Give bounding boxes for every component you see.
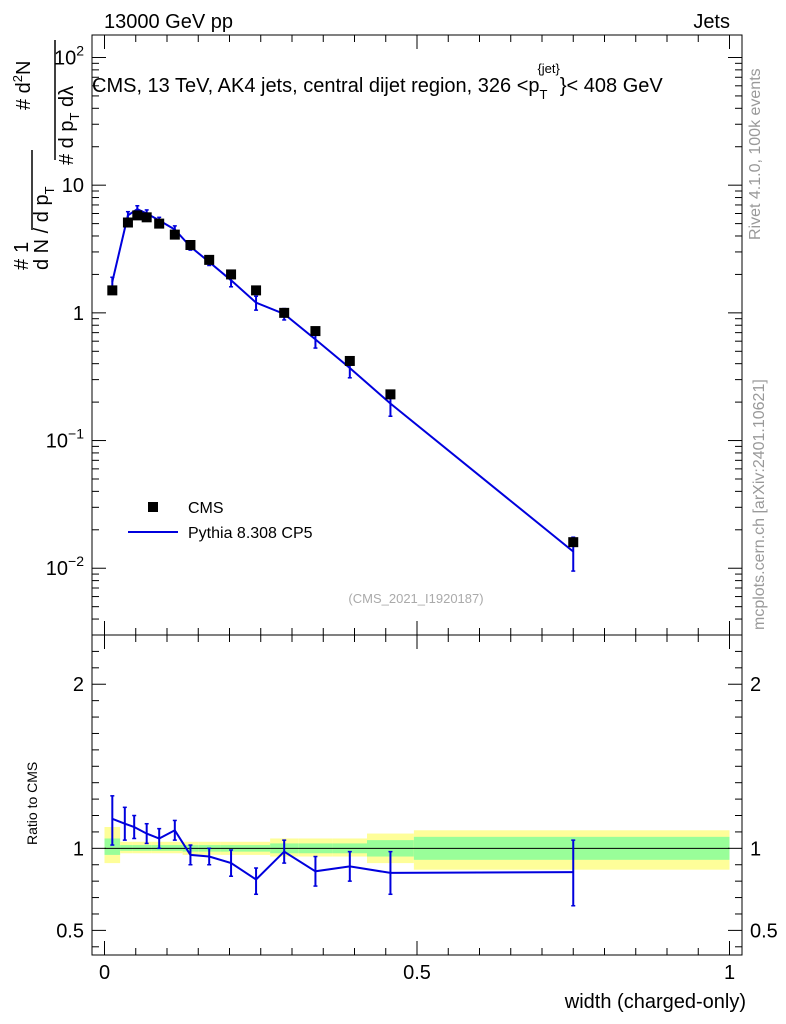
main-panel: 10−2 10−1 1 10 102 CMS, 13 TeV, AK4 jets, ce…: [10, 34, 743, 636]
svg-text:d N / d pT: d N / d pT: [31, 186, 57, 270]
x-tick-label: 0: [99, 962, 110, 984]
cms-data-point: [107, 285, 118, 296]
main-y-tick-label: 1: [73, 303, 84, 325]
ratio-ylabel: Ratio to CMS: [24, 762, 40, 845]
main-y-tick-label: 10−2: [46, 553, 84, 580]
watermark: (CMS_2021_I1920187): [348, 591, 483, 606]
svg-text:# d2N: # d2N: [10, 61, 35, 111]
ratio-y-tick-label: 1: [73, 838, 84, 860]
main-marks: [107, 204, 579, 572]
main-y-tick-label: 10: [62, 175, 84, 197]
main-title: CMS, 13 TeV, AK4 jets, central dijet reg…: [92, 61, 663, 102]
ratio-y-tick-label-right: 2: [750, 674, 761, 696]
header-category: Jets: [693, 11, 730, 33]
cms-data-point: [185, 239, 196, 250]
rivet-label: Rivet 4.1.0, 100k events: [747, 68, 764, 240]
main-title-tail: }< 408 GeV: [560, 75, 664, 97]
cms-data-point: [226, 269, 237, 280]
cms-data-point: [568, 537, 579, 548]
ratio-panel: 0.5 0.5 1 1 2 2 0 0.5 1 Ratio to CMS width (char…: [24, 634, 778, 1013]
main-title-sub: T: [540, 87, 548, 102]
ratio-y-tick-label: 2: [73, 674, 84, 696]
svg-text:#1: #1: [11, 242, 33, 270]
x-tick-label: 1: [724, 962, 735, 984]
cms-data-point: [122, 217, 133, 228]
ratio-y-tick-label-right: 1: [750, 838, 761, 860]
main-axes: 10−2 10−1 1 10 102: [46, 35, 742, 636]
header-energy: 13000 GeV pp: [104, 11, 233, 33]
svg-text:# d pT dλ: # d pT dλ: [56, 86, 82, 165]
cms-data-point: [251, 285, 262, 296]
main-y-tick-label: 102: [54, 42, 84, 69]
legend: CMS Pythia 8.308 CP5: [128, 500, 313, 542]
main-ylabel: #1 d N / d pT # d2N # d pT dλ: [10, 40, 82, 270]
cms-data-point: [279, 307, 290, 318]
cms-data-point: [204, 254, 215, 265]
legend-cms-label: CMS: [188, 500, 224, 517]
cms-data-point: [169, 229, 180, 240]
cms-data-point: [132, 210, 143, 221]
cms-data-point: [154, 218, 165, 229]
main-title-text: CMS, 13 TeV, AK4 jets, central dijet reg…: [92, 75, 540, 97]
ratio-y-tick-label-right: 0.5: [750, 920, 778, 942]
ratio-y-tick-label: 0.5: [56, 920, 84, 942]
cms-data-point: [310, 326, 321, 337]
main-title-sup: {jet}: [537, 61, 560, 76]
legend-pythia-label: Pythia 8.308 CP5: [188, 525, 313, 542]
ratio-marks: [110, 795, 576, 907]
mcplots-label: mcplots.cern.ch [arXiv:2401.10621]: [751, 379, 768, 630]
cms-data-point: [344, 355, 355, 366]
legend-cms-marker: [148, 502, 158, 512]
uncertainty-band-inner: [104, 838, 121, 855]
ratio-bands: [104, 827, 730, 870]
x-tick-label: 0.5: [403, 962, 431, 984]
cms-data-point: [141, 212, 152, 223]
ratio-axes: 0.5 0.5 1 1 2 2 0 0.5 1: [56, 634, 778, 984]
x-axis-label: width (charged-only): [564, 991, 746, 1013]
main-y-tick-label: 10−1: [46, 426, 84, 453]
cms-data-point: [385, 389, 396, 400]
ratio-series-line: [111, 817, 574, 881]
